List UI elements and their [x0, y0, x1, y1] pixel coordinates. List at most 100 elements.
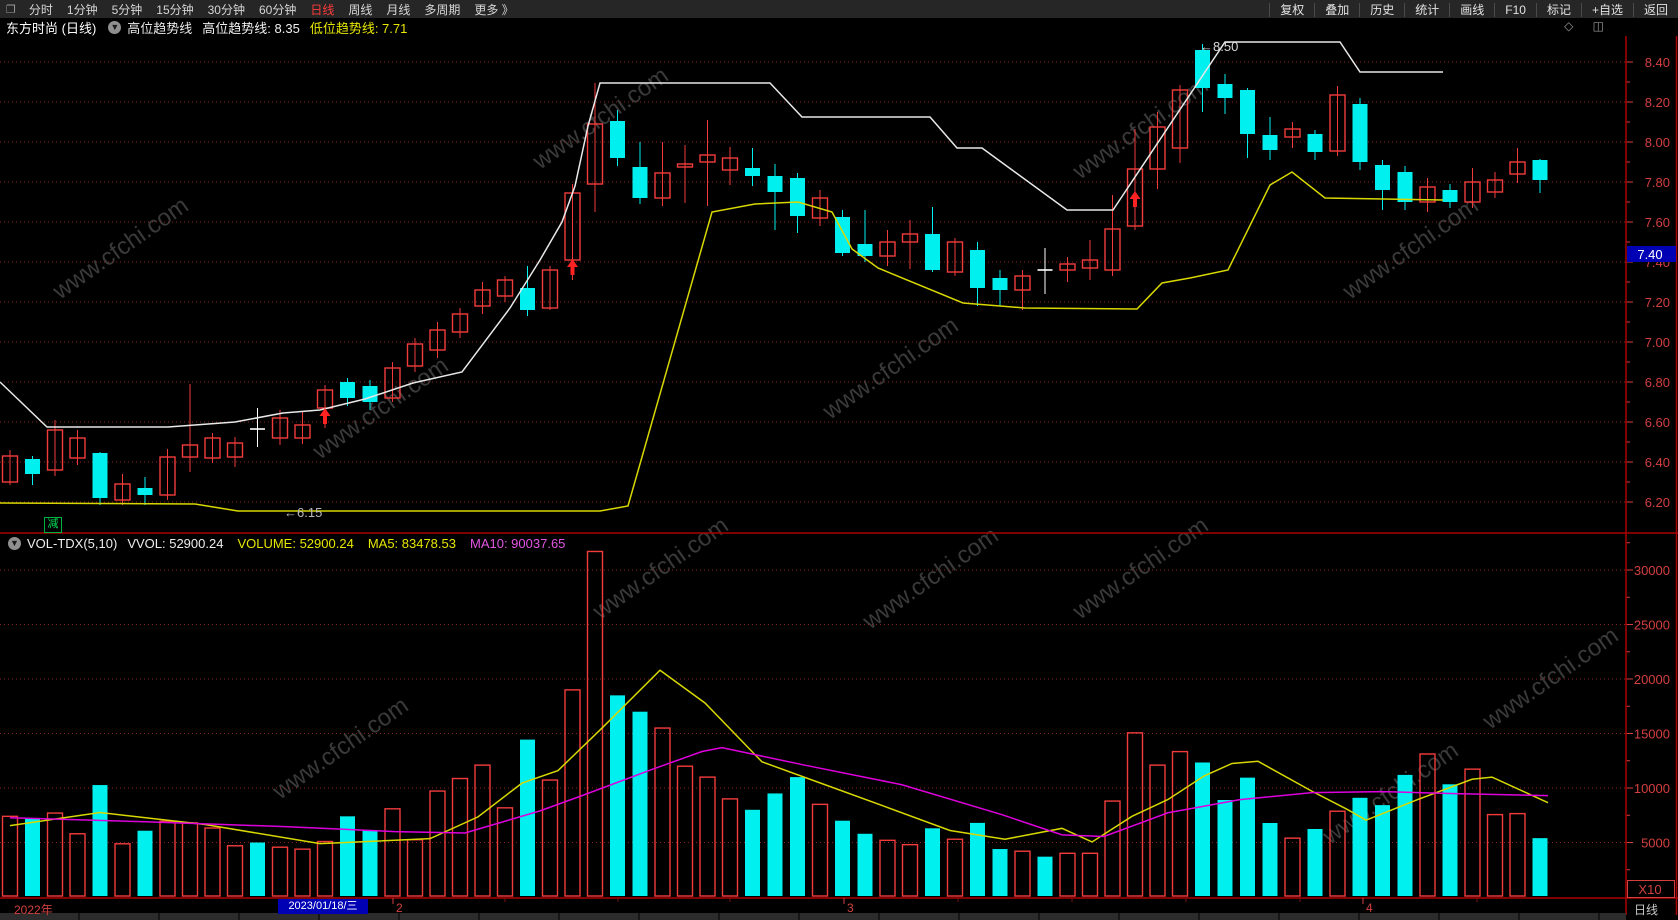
volume-bar-up [1284, 837, 1301, 897]
tool-item-画线[interactable]: 画线 [1449, 2, 1495, 17]
volume-bar-down [1397, 774, 1413, 896]
period-item-30分钟[interactable]: 30分钟 [207, 2, 245, 17]
tool-item-叠加[interactable]: 叠加 [1314, 2, 1360, 17]
period-item-1分钟[interactable]: 1分钟 [66, 2, 98, 17]
watermark: www.cfchi.com [817, 312, 963, 426]
volume-bar-up [1464, 768, 1481, 897]
symbol-title[interactable]: 东方时尚 (日线) [6, 20, 97, 36]
volume-bar-down [340, 816, 355, 896]
tools-menu: 复权 叠加 历史 统计 画线 F10 标记 +自选 返回 [1269, 1, 1678, 18]
tool-item-复权[interactable]: 复权 [1269, 2, 1315, 17]
candle-up [294, 424, 311, 439]
candle-down [1307, 134, 1323, 152]
price-axis-label: 6.60 [1645, 415, 1670, 430]
price-axis-label: 8.40 [1645, 55, 1670, 70]
candle-up [406, 343, 424, 367]
low-trend-value: 低位趋势线: 7.71 [309, 20, 408, 36]
candle-down [1442, 190, 1458, 202]
period-item-分时[interactable]: 分时 [28, 2, 53, 17]
chart-annotation: ←6.15 [284, 505, 322, 520]
chart-annotation: ←8.50 [1200, 39, 1238, 54]
period-item-更多 》[interactable]: 更多 》 [474, 2, 514, 17]
candle-up [271, 417, 289, 439]
volume-bar-up [69, 833, 86, 897]
chevron-down-icon[interactable]: ▼ [108, 20, 122, 34]
volume-bar-down [92, 785, 108, 896]
tool-item-标记[interactable]: 标记 [1535, 2, 1581, 17]
candle-down [1240, 90, 1255, 134]
candle-up [69, 437, 86, 459]
period-item-15分钟[interactable]: 15分钟 [156, 2, 194, 17]
candle-down [1352, 104, 1368, 162]
candle-up [1486, 179, 1504, 193]
watermark: www.cfchi.com [1477, 622, 1623, 736]
candle-up [181, 444, 199, 458]
candle-down [857, 244, 873, 256]
period-item-5分钟[interactable]: 5分钟 [111, 2, 143, 17]
signal-arrow-icon [567, 259, 578, 275]
candle-up [879, 241, 896, 257]
candle-down [1195, 50, 1210, 88]
candle-up [474, 289, 491, 307]
tool-item-F10[interactable]: F10 [1494, 2, 1536, 17]
candle-down [632, 167, 648, 198]
volume-bar-up [474, 764, 491, 897]
volume-bar-up [496, 807, 514, 897]
volume-bar-down [1037, 856, 1053, 896]
candle-down [520, 288, 535, 310]
period-item-日线[interactable]: 日线 [310, 2, 335, 17]
volume-bar-down [362, 830, 378, 896]
volume-bar-up [541, 779, 559, 897]
price-axis-label: 6.80 [1645, 375, 1670, 390]
volume-bar-down [1442, 784, 1458, 896]
volume-bar-up [204, 827, 221, 897]
volume-bar-up [1059, 852, 1076, 897]
candle-down [137, 488, 153, 495]
candle-up [1464, 181, 1481, 203]
volume-bar-up [699, 776, 716, 897]
month-label: 3 [847, 901, 854, 915]
volume-bar-down [1262, 822, 1278, 896]
volume-bar-up [586, 550, 604, 897]
tool-item-统计[interactable]: 统计 [1404, 2, 1450, 17]
volume-bar-down [137, 830, 153, 896]
candle-down [970, 250, 985, 288]
volume-header: ▼ VOL-TDX(5,10) VVOL: 52900.24 VOLUME: 5… [2, 535, 565, 551]
signal-arrow-icon [319, 408, 331, 424]
volume-bar-up [676, 765, 694, 897]
price-axis-label: 6.40 [1645, 455, 1670, 470]
volume-axis-label: 25000 [1634, 618, 1670, 633]
volume-axis-label: 30000 [1634, 563, 1670, 578]
candle-down [610, 121, 625, 158]
period-item-多周期[interactable]: 多周期 [424, 2, 461, 17]
volume-bar-up [811, 803, 829, 897]
volume-bar-up [1486, 813, 1504, 897]
volume-bar-up [1149, 764, 1166, 897]
chevron-down-icon[interactable]: ▼ [8, 536, 21, 550]
candle-up [1, 455, 19, 483]
tool-item-+自选[interactable]: +自选 [1580, 2, 1633, 17]
period-item-月线[interactable]: 月线 [386, 2, 411, 17]
volume-bar-down [857, 833, 873, 896]
candle-up [1014, 275, 1031, 291]
period-item-周线[interactable]: 周线 [348, 2, 373, 17]
candle-up [811, 197, 829, 219]
volume-bar-up [226, 845, 244, 897]
horizontal-scrollbar[interactable] [0, 913, 1626, 920]
volume-bar-up [1126, 732, 1144, 897]
volume-bar-down [25, 817, 40, 896]
watermark: www.cfchi.com [47, 192, 193, 306]
price-axis-label: 7.20 [1645, 295, 1670, 310]
volume-bar-down [250, 842, 265, 896]
window-icon[interactable]: ❐ [6, 3, 16, 16]
volume-bar-up [406, 839, 424, 897]
tool-item-历史[interactable]: 历史 [1359, 2, 1405, 17]
period-item-60分钟[interactable]: 60分钟 [258, 2, 297, 17]
corner-icons[interactable]: ◇ ◫ [1564, 19, 1612, 33]
volume-bar-down [1352, 797, 1368, 896]
candle-up [654, 172, 671, 199]
high-trend-value: 高位趋势线: 8.35 [202, 20, 300, 36]
volume-axis-label: 15000 [1634, 727, 1670, 742]
tool-item-返回[interactable]: 返回 [1632, 2, 1678, 17]
